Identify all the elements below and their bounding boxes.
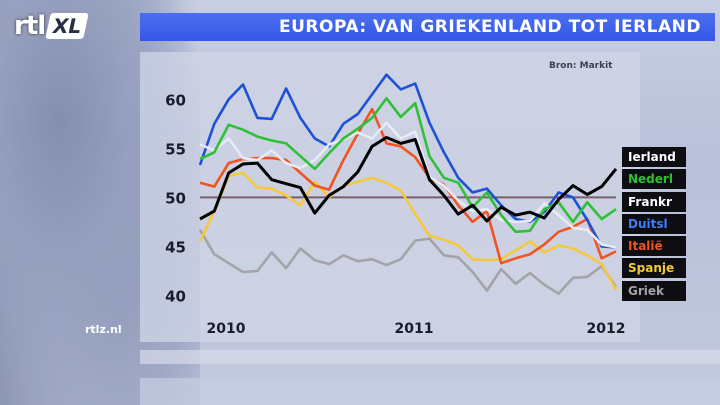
chart-title: EUROPA: VAN GRIEKENLAND TOT IERLAND (278, 17, 701, 37)
series-line-frankr (199, 121, 617, 249)
y-tick-label: 50 (165, 189, 186, 207)
y-tick-label: 40 (165, 288, 186, 306)
legend-item: Spanje (622, 258, 686, 279)
website-label: rtlz.nl (85, 323, 122, 336)
rtlz-logo: rtl XL (14, 10, 90, 42)
series-line-duitsl (198, 73, 617, 249)
series-line-griek (198, 229, 618, 295)
y-tick-label: 55 (165, 140, 186, 158)
series-line-spanje (198, 171, 618, 291)
title-bar: EUROPA: VAN GRIEKENLAND TOT IERLAND (140, 13, 715, 41)
y-tick-label: 45 (165, 238, 186, 256)
x-tick-label: 2012 (587, 321, 626, 337)
series-line-itali (199, 107, 617, 265)
x-tick-label: 2010 (207, 321, 246, 337)
y-tick-label: 60 (165, 91, 186, 109)
logo-rtl-text: rtl (14, 11, 46, 41)
legend-item: Ierland (622, 147, 686, 167)
x-tick-label: 2011 (395, 321, 434, 337)
legend-item: Duitsl (622, 213, 686, 234)
legend-item: Nederl (622, 169, 686, 190)
source-label: Bron: Markit (549, 61, 613, 71)
bottom-band (140, 378, 720, 405)
series-line-nederl (199, 97, 617, 234)
legend: Ierland Nederl Frankr Duitsl Italië Spanje Gri… (622, 147, 686, 303)
legend-item: Frankr (622, 191, 686, 212)
lower-band (140, 350, 720, 364)
legend-item: Griek (622, 280, 686, 301)
legend-item: Italië (622, 236, 686, 257)
series-line-ierland (199, 136, 618, 223)
